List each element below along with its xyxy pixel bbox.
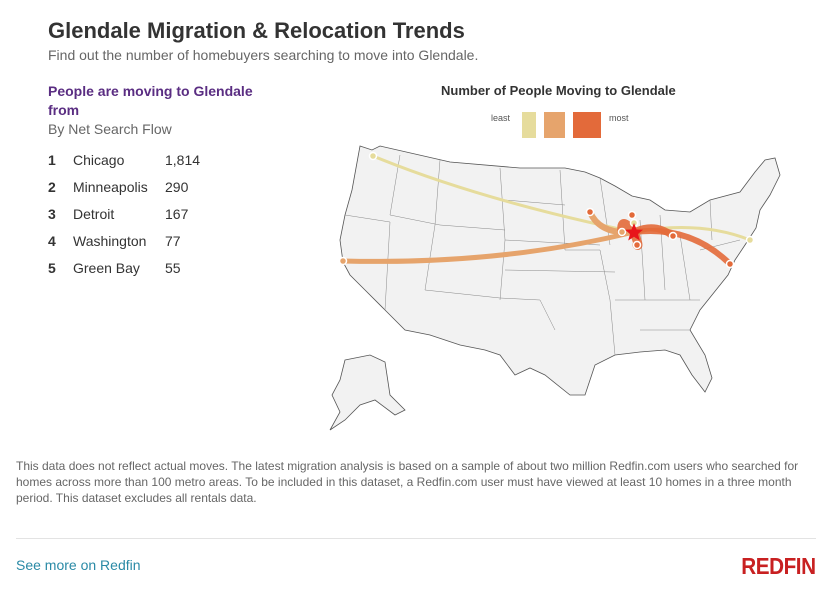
legend-swatch-least xyxy=(522,112,536,138)
point-sanfrancisco xyxy=(338,256,348,266)
city: Green Bay xyxy=(73,259,140,276)
value: 55 xyxy=(165,259,181,276)
legend-swatch-most xyxy=(573,112,601,138)
rank: 2 xyxy=(48,178,56,195)
point-minneapolis xyxy=(585,207,595,217)
value: 290 xyxy=(165,178,189,195)
legend-swatch-mid xyxy=(544,112,565,138)
point-seattle xyxy=(368,151,378,161)
rank: 5 xyxy=(48,259,56,276)
origin-points xyxy=(338,151,755,269)
legend-most: most xyxy=(609,113,629,123)
page-title: Glendale Migration & Relocation Trends xyxy=(48,18,465,43)
list-subtitle: By Net Search Flow xyxy=(48,121,172,137)
us-map xyxy=(329,145,781,431)
city: Chicago xyxy=(73,151,125,168)
value: 167 xyxy=(165,205,189,222)
alaska xyxy=(329,354,406,431)
point-washington xyxy=(725,259,735,269)
redfin-logo[interactable]: REDFIN xyxy=(741,553,817,579)
state-borders xyxy=(344,154,741,356)
list-title: People are moving to Glendale from xyxy=(48,83,253,118)
point-greenbay xyxy=(627,210,637,220)
divider xyxy=(16,538,816,539)
page-subtitle: Find out the number of homebuyers search… xyxy=(48,47,479,63)
destination-star-icon xyxy=(625,223,643,241)
point-chicago xyxy=(617,227,627,237)
map-title: Number of People Moving to Glendale xyxy=(441,83,676,98)
us-lower48 xyxy=(339,145,781,396)
see-more-link[interactable]: See more on Redfin xyxy=(16,557,141,573)
flow-sanfrancisco xyxy=(340,229,637,264)
city: Detroit xyxy=(73,205,115,222)
point-south xyxy=(632,240,642,250)
city: Minneapolis xyxy=(73,178,148,195)
rank: 3 xyxy=(48,205,56,222)
legend-least: least xyxy=(491,113,511,123)
list-item: 3 Detroit 167 xyxy=(48,200,200,227)
rank: 1 xyxy=(48,151,56,168)
list-item: 1 Chicago 1,814 xyxy=(48,146,200,173)
value: 77 xyxy=(165,232,181,249)
rank: 4 xyxy=(48,232,56,249)
city: Washington xyxy=(73,232,147,249)
value: 1,814 xyxy=(165,151,201,168)
list-item: 2 Minneapolis 290 xyxy=(48,173,200,200)
point-newyork xyxy=(745,235,755,245)
origin-list: 1 Chicago 1,814 2 Minneapolis 290 3 Detroit 16… xyxy=(48,146,200,281)
list-item: 5 Green Bay 55 xyxy=(48,254,200,281)
point-detroit xyxy=(668,231,678,241)
disclaimer: This data does not reflect actual moves.… xyxy=(16,459,799,505)
list-item: 4 Washington 77 xyxy=(48,227,200,254)
